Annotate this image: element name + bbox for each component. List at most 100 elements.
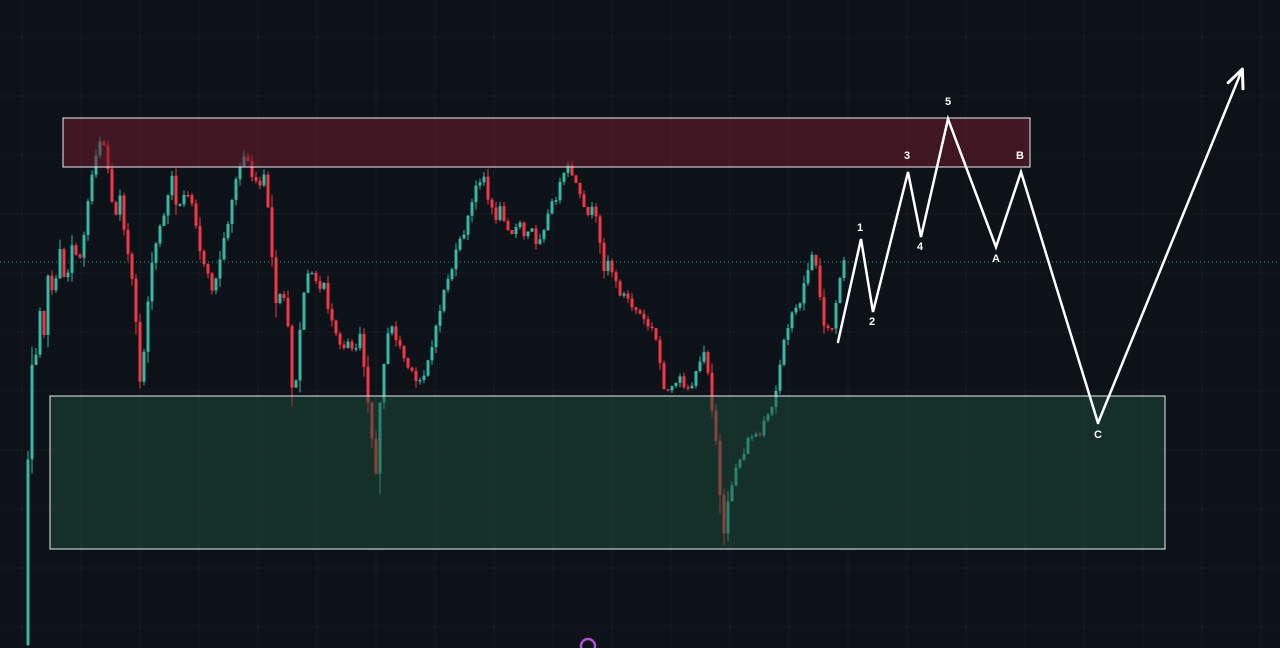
- candle-body: [466, 215, 470, 235]
- candle-body: [298, 329, 302, 381]
- candle-body: [178, 204, 182, 206]
- candle-body: [566, 164, 570, 173]
- candle-body: [562, 172, 566, 182]
- candle-body: [622, 293, 626, 296]
- candle-body: [594, 206, 598, 217]
- candle-body: [186, 194, 190, 197]
- candle-body: [534, 228, 538, 244]
- candle-body: [26, 459, 30, 645]
- projection-arrow-line[interactable]: [1096, 67, 1245, 425]
- candle-body: [90, 174, 94, 202]
- candle-body: [786, 328, 790, 340]
- candle-body: [686, 387, 690, 389]
- candle-body: [206, 264, 210, 274]
- candle-body: [290, 326, 294, 388]
- candle-body: [538, 239, 542, 244]
- candle-body: [682, 376, 686, 388]
- supply-zone-rect[interactable]: [62, 117, 1031, 168]
- candle-body: [434, 325, 438, 348]
- candle-body: [278, 294, 282, 304]
- candle-body: [194, 203, 198, 226]
- candle-body: [382, 364, 386, 403]
- candle-body: [454, 249, 458, 270]
- candle-body: [514, 227, 518, 235]
- candle-body: [842, 260, 846, 278]
- wave-label-5: 5: [945, 96, 951, 108]
- candle-body: [654, 328, 658, 340]
- demand-zone-rect[interactable]: [49, 395, 1166, 550]
- candle-body: [650, 326, 654, 329]
- candle-body: [634, 307, 638, 311]
- candle-body: [814, 254, 818, 266]
- candle-body: [506, 220, 510, 230]
- candle-body: [258, 180, 262, 186]
- candle-body: [494, 207, 498, 220]
- candle-body: [490, 199, 494, 208]
- candle-body: [150, 262, 154, 302]
- candle-body: [314, 272, 318, 282]
- candle-body: [58, 249, 62, 279]
- candle-body: [518, 222, 522, 228]
- candle-body: [350, 341, 354, 349]
- candle-body: [462, 234, 466, 239]
- candle-body: [154, 243, 158, 263]
- candle-body: [430, 347, 434, 361]
- candle-body: [42, 310, 46, 335]
- candle-body: [190, 195, 194, 204]
- candle-body: [162, 215, 166, 226]
- candle-body: [330, 308, 334, 321]
- candle-body: [222, 238, 226, 260]
- candle-body: [78, 254, 82, 258]
- candle-body: [346, 341, 350, 348]
- candle-body: [690, 385, 694, 389]
- elliott-wave-line[interactable]: [836, 114, 1100, 425]
- candle-body: [414, 370, 418, 382]
- candle-body: [550, 201, 554, 214]
- candle-body: [166, 195, 170, 216]
- candle-body: [326, 282, 330, 309]
- candle-body: [670, 386, 674, 391]
- candle-body: [318, 281, 322, 289]
- candle-body: [262, 174, 266, 186]
- candle-body: [806, 270, 810, 284]
- candle-body: [294, 380, 298, 388]
- candle-body: [50, 275, 54, 291]
- candle-body: [114, 201, 118, 215]
- candle-body: [394, 326, 398, 341]
- wave-label-4: 4: [917, 241, 924, 253]
- candle-body: [282, 294, 286, 298]
- candle-body: [146, 301, 150, 352]
- candle-body: [582, 194, 586, 208]
- wave-label-3: 3: [904, 150, 910, 162]
- candle-body: [134, 278, 138, 323]
- candle-body: [198, 225, 202, 252]
- candle-body: [422, 375, 426, 380]
- candle-body: [138, 322, 142, 382]
- candle-body: [358, 333, 362, 349]
- candle-body: [530, 228, 534, 232]
- candle-body: [570, 164, 574, 176]
- candle-body: [574, 175, 578, 183]
- elliott-wave-drawing[interactable]: 1 2 3 4 5 A B C: [836, 67, 1245, 441]
- candle-body: [322, 282, 326, 289]
- candle-body: [558, 181, 562, 201]
- candle-body: [70, 245, 74, 273]
- candle-body: [410, 367, 414, 371]
- wave-label-A: A: [992, 253, 1000, 265]
- candle-body: [610, 260, 614, 273]
- candle-body: [310, 272, 314, 275]
- candle-body: [502, 206, 506, 221]
- wave-label-C: C: [1094, 429, 1102, 441]
- candle-body: [170, 175, 174, 196]
- candle-body: [354, 348, 358, 350]
- candle-body: [62, 249, 66, 278]
- candle-body: [646, 319, 650, 327]
- drawing-anchor-dot[interactable]: [579, 637, 597, 648]
- candle-body: [66, 272, 70, 278]
- candle-body: [630, 298, 634, 308]
- candle-body: [122, 195, 126, 230]
- candle-body: [678, 376, 682, 383]
